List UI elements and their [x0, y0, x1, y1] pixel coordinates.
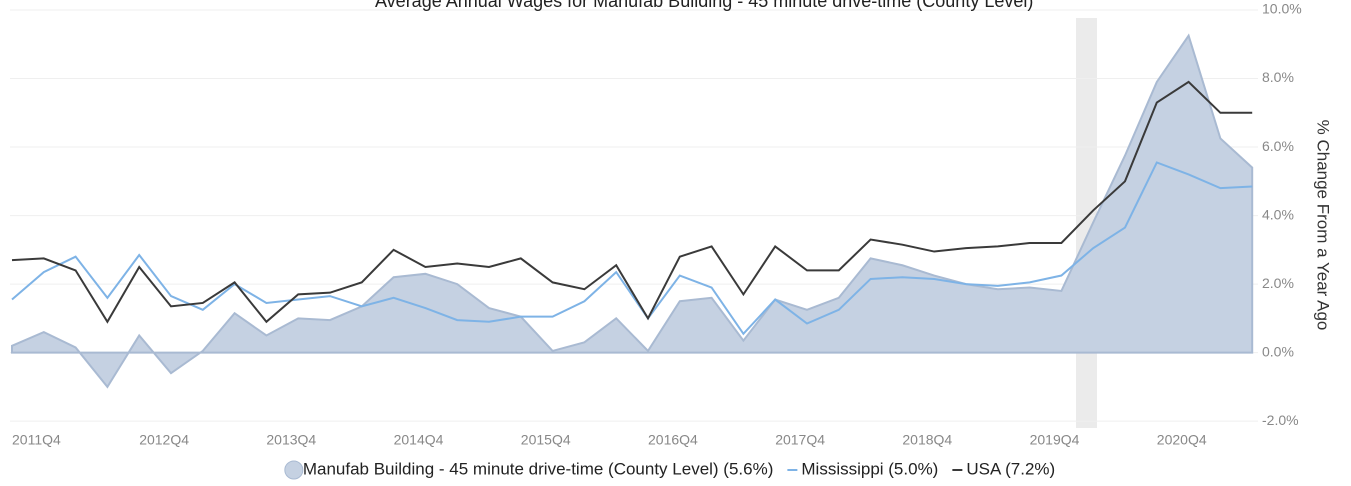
legend-label: Manufab Building - 45 minute drive-time … — [303, 459, 774, 478]
legend-marker — [284, 460, 304, 480]
y-tick-label: 6.0% — [1262, 138, 1294, 154]
area — [11, 33, 1254, 389]
y-tick-label: 10.0% — [1262, 1, 1302, 17]
x-tick-label: 2014Q4 — [394, 432, 444, 448]
x-tick-label: 2020Q4 — [1157, 432, 1207, 448]
y-tick-label: 8.0% — [1262, 69, 1294, 85]
y-tick-label: -2.0% — [1262, 412, 1299, 428]
x-tick-label: 2018Q4 — [902, 432, 952, 448]
legend-label: Mississippi (5.0%) — [801, 459, 938, 478]
x-tick-label: 2012Q4 — [139, 432, 189, 448]
grid — [10, 9, 1258, 422]
x-tick-label: 2019Q4 — [1030, 432, 1080, 448]
legend-label: USA (7.2%) — [966, 459, 1055, 478]
x-tick-label: 2017Q4 — [775, 432, 825, 448]
x-tick-label: 2013Q4 — [266, 432, 316, 448]
x-tick-label: 2011Q4 — [12, 432, 61, 448]
line — [11, 161, 1253, 336]
chart-title: Average Annual Wages for Manufab Buildin… — [375, 0, 1033, 11]
x-tick-label: 2015Q4 — [521, 432, 571, 448]
y-tick-label: 2.0% — [1262, 275, 1294, 291]
line — [11, 80, 1253, 324]
y-axis-label: % Change From a Year Ago — [1314, 120, 1333, 331]
x-tick-label: 2016Q4 — [648, 432, 698, 448]
y-tick-label: 4.0% — [1262, 206, 1294, 222]
y-tick-label: 0.0% — [1262, 343, 1294, 359]
legend: Manufab Building - 45 minute drive-time … — [284, 459, 1055, 480]
